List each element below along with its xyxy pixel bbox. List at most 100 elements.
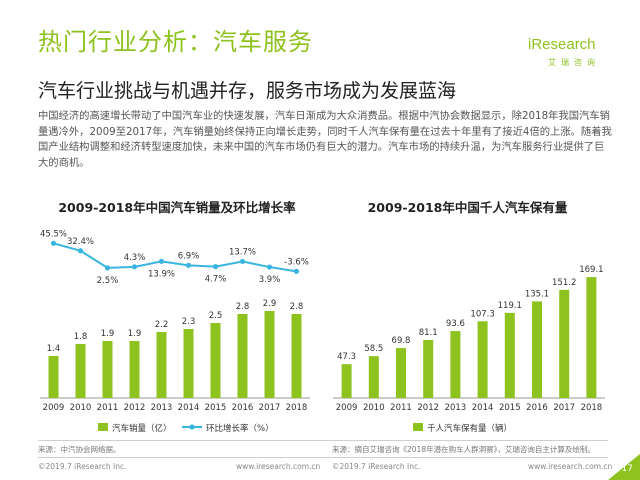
page-title: 热门行业分析：汽车服务: [38, 28, 313, 56]
x-tick-label: 2009: [336, 403, 358, 413]
data-label-sales: 2.2: [155, 320, 169, 330]
x-tick-label: 2013: [151, 403, 173, 413]
chart2-ownership: 47.3 2009 58.5 2010 69.8 2011 81.1 2012 93.6 2013…: [333, 265, 605, 434]
footer-copyright: ©2019.7 iResearch Inc.: [38, 462, 127, 471]
footer-url: www.iresearch.com.cn: [236, 462, 321, 471]
x-tick-label: 2017: [259, 403, 281, 413]
data-label-ownership: 58.5: [364, 344, 383, 354]
legend-label-ownership: 千人汽车保有量（辆）: [427, 423, 512, 434]
bar-sales: [156, 332, 167, 398]
bar-sales: [48, 356, 59, 398]
bar-ownership: [586, 277, 597, 398]
data-label-growth: 45.5%: [40, 229, 67, 239]
x-tick-label: 2011: [97, 403, 119, 413]
divider: [38, 440, 608, 441]
data-label-ownership: 81.1: [419, 328, 438, 338]
bar-sales: [291, 314, 302, 398]
data-label-ownership: 169.1: [579, 265, 603, 275]
data-label-growth: 3.9%: [259, 275, 281, 285]
bar-sales: [210, 323, 221, 398]
point-growth: [158, 258, 165, 264]
bar-sales: [264, 311, 275, 398]
data-label-ownership: 47.3: [337, 352, 356, 362]
line-growth: [53, 242, 297, 273]
point-growth: [266, 264, 273, 270]
point-growth: [77, 248, 84, 254]
data-label-ownership: 151.2: [552, 278, 576, 288]
x-tick-label: 2015: [205, 403, 227, 413]
data-label-growth: 4.3%: [124, 253, 146, 263]
x-tick-label: 2011: [390, 403, 412, 413]
data-label-sales: 2.3: [182, 317, 196, 327]
legend-label-growth: 环比增长率（%）: [206, 423, 274, 434]
bar-ownership: [559, 289, 570, 398]
bar-ownership: [368, 356, 379, 398]
body-paragraph: 中国经济的高速增长带动了中国汽车业的快速发展，汽车日渐成为大众消费品。根据中汽协…: [38, 110, 612, 169]
x-tick-label: 2017: [553, 403, 575, 413]
x-tick-label: 2010: [70, 403, 92, 413]
logo-subtext: 艾瑞咨询: [548, 58, 600, 67]
iresearch-logo: iResearch 艾瑞咨询: [528, 36, 610, 72]
x-tick-label: 2016: [526, 403, 548, 413]
data-label-sales: 1.9: [128, 329, 142, 339]
x-tick-label: 2018: [581, 403, 603, 413]
footer-copyright: ©2019.7 iResearch Inc.: [332, 462, 421, 471]
legend-label-sales: 汽车销量（亿）: [112, 423, 172, 434]
x-tick-label: 2016: [232, 403, 254, 413]
point-growth: [131, 264, 138, 270]
data-label-growth: 13.9%: [148, 269, 175, 279]
data-label-ownership: 119.1: [498, 301, 522, 311]
x-tick-label: 2018: [286, 403, 308, 413]
footer-url: www.iresearch.com.cn: [528, 462, 613, 471]
point-growth: [50, 240, 57, 246]
point-growth: [104, 265, 111, 271]
bar-sales: [183, 329, 194, 398]
data-label-sales: 2.5: [209, 311, 223, 321]
data-label-sales: 1.8: [74, 332, 88, 342]
bar-ownership: [450, 331, 461, 398]
bar-sales: [102, 341, 113, 398]
logo-text: iResearch: [528, 36, 596, 53]
data-label-sales: 2.8: [290, 302, 304, 312]
data-label-growth: 6.9%: [178, 251, 200, 261]
data-label-growth: 13.7%: [229, 247, 256, 257]
data-label-ownership: 135.1: [525, 289, 549, 299]
point-growth: [239, 258, 246, 265]
chart2-title: 2009-2018年中国千人汽车保有量: [367, 200, 568, 215]
data-label-sales: 1.4: [47, 344, 61, 354]
bar-ownership: [477, 321, 488, 398]
bar-ownership: [423, 340, 434, 398]
page-subtitle: 汽车行业挑战与机遇并存，服务市场成为发展蓝海: [38, 80, 457, 102]
x-tick-label: 2014: [178, 403, 200, 413]
bar-sales: [129, 341, 140, 398]
bar-ownership: [341, 364, 352, 398]
bar-ownership: [396, 348, 406, 398]
x-tick-label: 2010: [363, 403, 385, 413]
x-tick-label: 2009: [43, 403, 65, 413]
legend-marker-growth: [189, 424, 195, 430]
x-tick-label: 2015: [499, 403, 521, 413]
data-label-growth: 2.5%: [97, 276, 119, 286]
point-growth: [293, 268, 300, 274]
data-label-ownership: 107.3: [470, 309, 494, 319]
data-label-ownership: 93.6: [446, 319, 465, 329]
x-tick-label: 2012: [124, 403, 146, 413]
divider: [38, 457, 608, 458]
source-note-left: 来源：中汽协会网络据。: [38, 445, 121, 454]
page-number-badge: 17: [608, 454, 640, 480]
bar-ownership: [504, 312, 515, 398]
data-label-sales: 2.8: [236, 302, 250, 312]
data-label-growth: -3.6%: [284, 257, 309, 267]
data-label-growth: 32.4%: [67, 237, 94, 247]
bar-sales: [75, 344, 86, 398]
legend-swatch-ownership: [413, 423, 423, 431]
chart1-sales-growth: 1.4 2009 1.8 2010 1.9 2011 1.9 2012 2.2 2013 2.3 20…: [40, 229, 310, 434]
x-tick-label: 2013: [445, 403, 467, 413]
page-corner-shape: [608, 454, 640, 480]
bar-sales: [237, 314, 248, 398]
data-label-growth: 4.7%: [205, 275, 227, 285]
point-growth: [185, 262, 192, 268]
data-label-sales: 1.9: [101, 329, 115, 339]
point-growth: [212, 264, 219, 270]
bar-ownership: [532, 301, 542, 398]
